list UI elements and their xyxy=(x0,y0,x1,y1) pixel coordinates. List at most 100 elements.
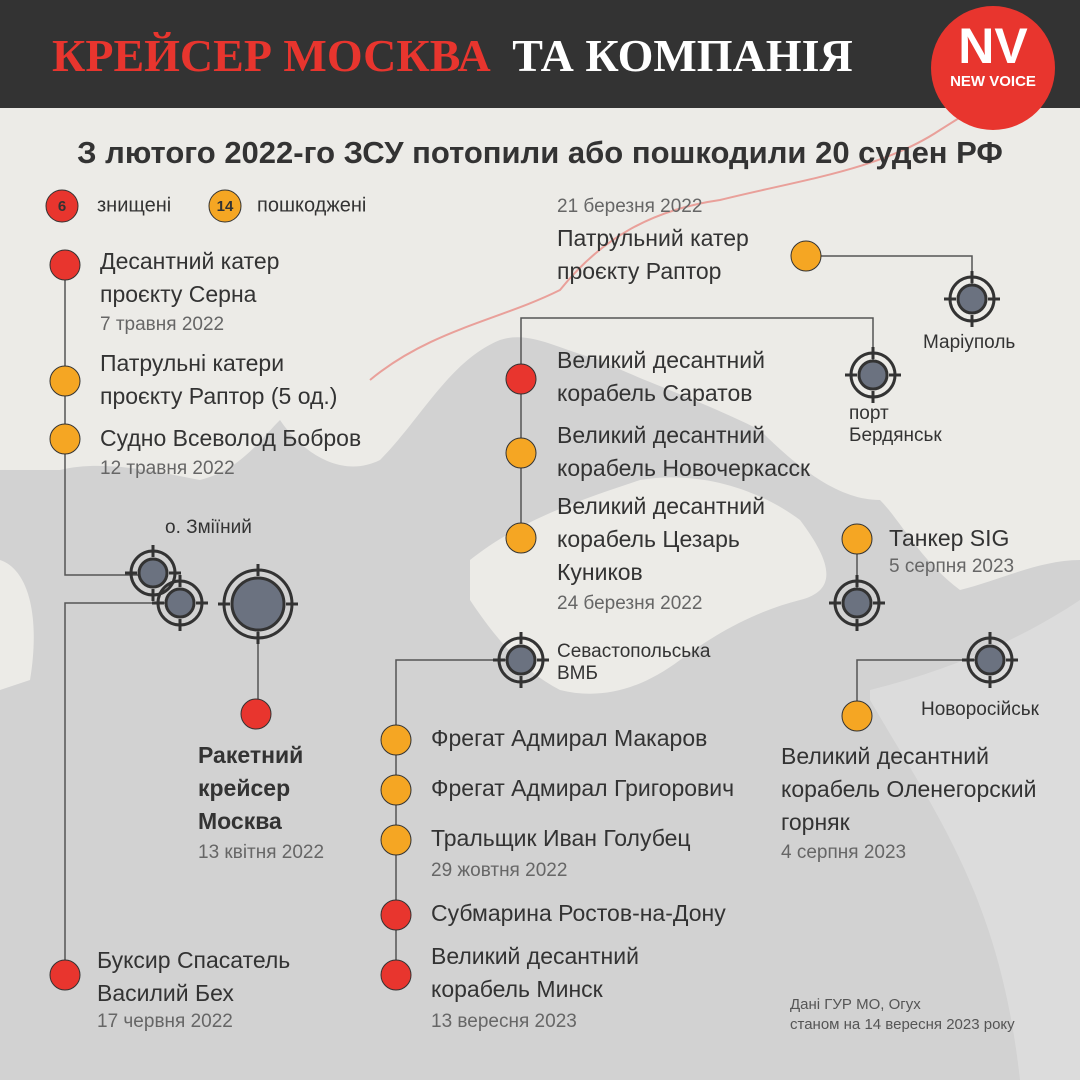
ship-name: проєкту Серна xyxy=(100,281,257,307)
target-ring xyxy=(974,644,1006,676)
logo-text: NV xyxy=(958,18,1028,74)
target xyxy=(493,632,549,688)
ship-name: Буксир Спасатель xyxy=(97,947,290,973)
ship-name: Десантний катер xyxy=(100,248,279,274)
ship-name: Субмарина Ростов-на-Дону xyxy=(431,900,726,926)
ship-date: 5 серпня 2023 xyxy=(889,556,1014,577)
ship-name: Фрегат Адмирал Макаров xyxy=(431,725,707,751)
ship-dot xyxy=(790,240,822,272)
target-ring xyxy=(137,557,169,589)
ship-name: Судно Всеволод Бобров xyxy=(100,425,361,451)
ship-name: Патрульні катери xyxy=(100,350,284,376)
ship-name: корабель Минск xyxy=(431,976,604,1002)
ship-date: 7 травня 2022 xyxy=(100,314,224,335)
ship-dot xyxy=(380,959,412,991)
target-ring xyxy=(230,576,286,632)
legend-count: 6 xyxy=(58,198,66,215)
connectors xyxy=(64,255,990,975)
ship-date: 13 вересня 2023 xyxy=(431,1011,577,1032)
ship-dot xyxy=(841,523,873,555)
ship-dot xyxy=(380,824,412,856)
land-east xyxy=(870,600,1080,1080)
logo xyxy=(931,6,1055,130)
land-west xyxy=(0,560,34,690)
source: станом на 14 вересня 2023 року xyxy=(790,1016,1015,1033)
ship-date: 17 червня 2022 xyxy=(97,1011,233,1032)
ship-name: проєкту Раптор xyxy=(557,258,721,284)
place-label: Новоросійськ xyxy=(921,699,1040,720)
ship-name: Великий десантний xyxy=(557,347,765,373)
ship-date: 13 квітня 2022 xyxy=(198,842,324,863)
target xyxy=(152,575,208,631)
target xyxy=(845,347,901,403)
place-label: Севастопольська xyxy=(557,641,711,662)
header-band xyxy=(0,0,1080,108)
ship-name: Великий десантний xyxy=(781,743,989,769)
title: КРЕЙСЕР МОСКВА ТА КОМПАНІЯ xyxy=(52,30,853,81)
ship-dot xyxy=(380,899,412,931)
place-label: порт xyxy=(849,403,889,424)
ship-dot xyxy=(49,423,81,455)
target-ring xyxy=(956,283,988,315)
crimea xyxy=(470,477,827,694)
place-label: Бердянськ xyxy=(849,425,942,446)
ship-name: Танкер SIG xyxy=(889,525,1009,551)
legend-label: пошкоджені xyxy=(257,194,366,216)
ship-name: Великий десантний xyxy=(557,493,765,519)
ship-dot xyxy=(49,959,81,991)
ship-name: корабель Новочеркасск xyxy=(557,455,811,481)
ship-name: Москва xyxy=(198,808,282,834)
ship-dot xyxy=(841,700,873,732)
legend-count: 14 xyxy=(217,198,234,215)
ship-dot xyxy=(49,365,81,397)
title-white: ТА КОМПАНІЯ xyxy=(512,30,852,81)
ship-name: Великий десантний xyxy=(431,943,639,969)
target xyxy=(829,575,885,631)
target-ring xyxy=(857,359,889,391)
ship-name: крейсер xyxy=(198,775,290,801)
ship-name: Великий десантний xyxy=(557,422,765,448)
ship-name: Куников xyxy=(557,559,643,585)
connector xyxy=(64,255,990,975)
title-red: КРЕЙСЕР МОСКВА xyxy=(52,30,491,81)
ship-dot xyxy=(380,724,412,756)
target xyxy=(962,632,1018,688)
border xyxy=(369,107,976,381)
legend-dot xyxy=(45,189,79,223)
ship-name: Василий Бех xyxy=(97,980,234,1006)
ship-date: 29 жовтня 2022 xyxy=(431,860,567,881)
ship-date: 12 травня 2022 xyxy=(100,458,235,479)
target xyxy=(125,545,181,601)
place-label: о. Зміїний xyxy=(165,517,252,538)
ship-dot xyxy=(505,363,537,395)
ship-name: проєкту Раптор (5 од.) xyxy=(100,383,337,409)
ship-dot xyxy=(49,249,81,281)
target xyxy=(218,564,298,644)
ship-dot xyxy=(505,522,537,554)
logo-sub: NEW VOICE xyxy=(950,73,1036,90)
ship-dot xyxy=(380,774,412,806)
ship-date: 21 березня 2022 xyxy=(557,196,702,217)
ship-name: Фрегат Адмирал Григорович xyxy=(431,775,734,801)
ship-name: корабель Саратов xyxy=(557,380,752,406)
ship-name: корабель Цезарь xyxy=(557,526,740,552)
ship-date: 24 березня 2022 xyxy=(557,593,702,614)
legend-label: знищені xyxy=(97,194,171,216)
ship-date: 4 серпня 2023 xyxy=(781,842,906,863)
target xyxy=(944,271,1000,327)
place-label: Маріуполь xyxy=(923,332,1015,353)
ship-name: Патрульний катер xyxy=(557,225,749,251)
place-label: ВМБ xyxy=(557,663,598,684)
source: Дані ГУР МО, Огух xyxy=(790,996,921,1013)
legend-dot xyxy=(208,189,242,223)
ship-name: Ракетний xyxy=(198,742,303,768)
ship-dot xyxy=(505,437,537,469)
ship-dot xyxy=(240,698,272,730)
ship-name: корабель Оленегорский xyxy=(781,776,1037,802)
land-north xyxy=(0,108,1080,590)
target-ring xyxy=(164,587,196,619)
ship-name: Тральщик Иван Голубец xyxy=(431,825,691,851)
subtitle: З лютого 2022-го ЗСУ потопили або пошкод… xyxy=(77,135,1003,170)
target-ring xyxy=(841,587,873,619)
